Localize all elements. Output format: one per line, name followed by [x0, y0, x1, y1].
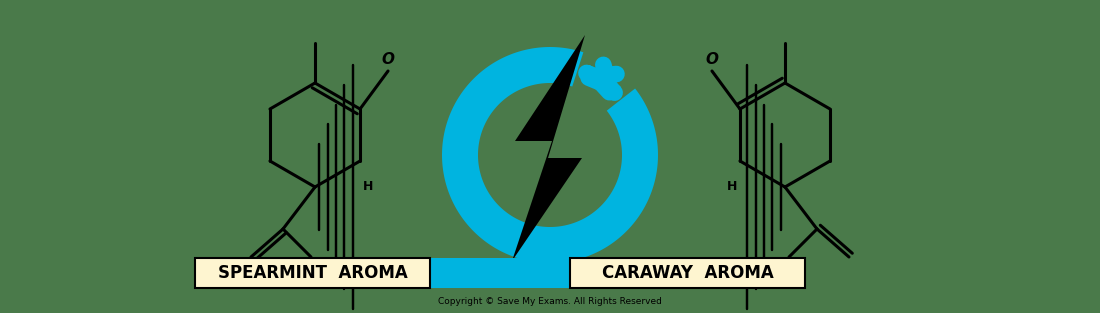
Polygon shape — [442, 47, 658, 263]
Text: O: O — [705, 52, 718, 66]
FancyBboxPatch shape — [430, 258, 570, 288]
Text: H: H — [363, 181, 373, 193]
Polygon shape — [512, 35, 585, 261]
Text: H: H — [727, 181, 737, 193]
Text: O: O — [382, 52, 395, 66]
FancyBboxPatch shape — [570, 258, 805, 288]
Text: Copyright © Save My Exams. All Rights Reserved: Copyright © Save My Exams. All Rights Re… — [438, 296, 662, 305]
Text: CARAWAY  AROMA: CARAWAY AROMA — [602, 264, 773, 282]
FancyBboxPatch shape — [195, 258, 430, 288]
Text: SPEARMINT  AROMA: SPEARMINT AROMA — [218, 264, 407, 282]
